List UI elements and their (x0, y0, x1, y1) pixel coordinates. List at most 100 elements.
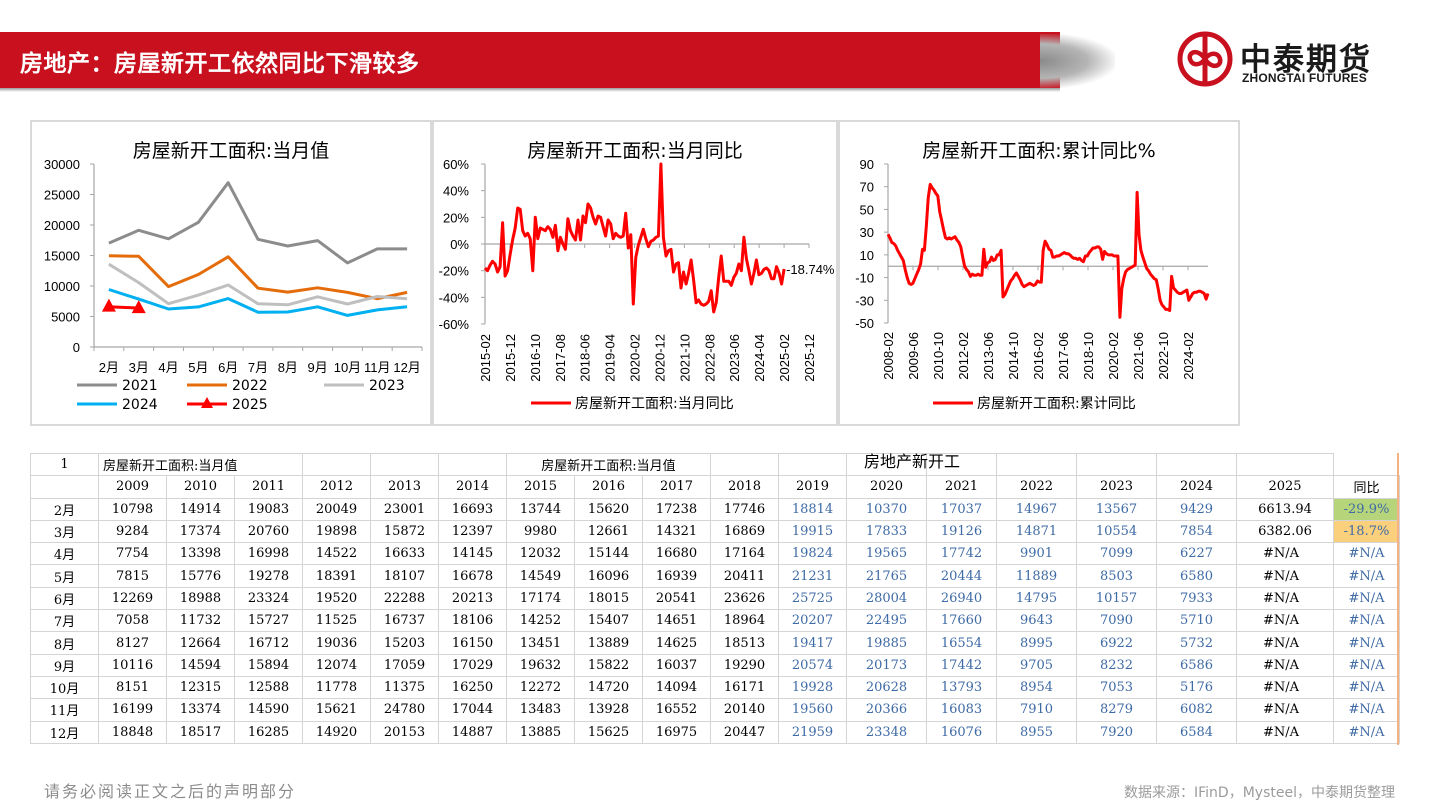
value-cell: 14967 (996, 497, 1077, 521)
value-cell: 14145 (438, 542, 507, 566)
month-label-cell: 5月 (30, 564, 99, 588)
x-tick-label: 2020-12 (652, 334, 667, 382)
value-cell: #N/A (1236, 542, 1334, 566)
disclaimer-text: 请务必阅读正文之后的声明部分 (44, 782, 297, 801)
x-tick-label: 2012-02 (956, 332, 971, 380)
value-cell: 9705 (996, 653, 1077, 677)
triangle-marker (101, 298, 116, 312)
last-value-annotation: -18.74% (786, 262, 835, 277)
value-cell: 20153 (370, 720, 439, 744)
value-cell: 13928 (574, 698, 643, 722)
x-tick-label: 2022-08 (702, 334, 717, 382)
chart-panel-monthly-yoy: 房屋新开工面积:当月同比 -60% -40% -20% 0% 20% 40% 60% 2015… (432, 120, 838, 426)
value-cell: 9980 (506, 519, 575, 544)
value-cell: 19885 (846, 631, 927, 655)
value-cell: 13744 (506, 497, 575, 521)
value-cell: 21231 (778, 564, 847, 588)
series-line-2021 (108, 181, 408, 265)
value-cell: 22495 (846, 609, 927, 633)
table-empty-cell (1236, 452, 1334, 477)
value-cell: 10157 (1076, 586, 1157, 611)
table-empty-cell (438, 452, 507, 477)
x-tick-label: 2013-06 (981, 332, 996, 380)
value-cell: 8955 (996, 720, 1077, 744)
table-group-header-row: 1 房屋新开工面积:当月值 房屋新开工面积:当月值 (30, 452, 1400, 477)
x-tick-label: 2023-06 (727, 334, 742, 382)
y-tick-label: 20000 (44, 218, 80, 233)
value-cell: 20411 (710, 564, 779, 588)
value-cell: 19417 (778, 631, 847, 655)
value-cell: 12397 (438, 519, 507, 544)
value-cell: 17833 (846, 519, 927, 544)
yoy-cell: #N/A (1333, 675, 1400, 700)
year-header-cell: 2018 (710, 475, 779, 499)
table-corner-cell: 1 (30, 452, 99, 477)
table-row: 11月 16199 13374 14590 15621 24780 17044 13483 13… (30, 698, 1400, 722)
value-cell: 16171 (710, 675, 779, 700)
value-cell: 21765 (846, 564, 927, 588)
value-cell: 16680 (642, 542, 711, 566)
table-year-header-row: 2009 2010 2011 2012 2013 2014 2015 2016 2017 2018… (30, 475, 1400, 499)
value-cell: 17660 (926, 609, 997, 633)
x-tick-label: 2010-10 (931, 332, 946, 380)
cumulative-yoy-series-line (886, 182, 1210, 319)
value-cell: 7920 (1076, 720, 1157, 744)
value-cell: 19565 (846, 542, 927, 566)
value-cell: 15144 (574, 542, 643, 566)
year-header-cell: 2022 (996, 475, 1077, 499)
year-header-cell: 2013 (370, 475, 439, 499)
x-tick-label: 11月 (364, 360, 391, 375)
value-cell: 14094 (642, 675, 711, 700)
month-label-cell: 7月 (30, 609, 99, 633)
value-cell: 14522 (302, 542, 371, 566)
x-tick-label: 2015-02 (478, 334, 493, 382)
series-line-2025 (108, 305, 139, 310)
monthly-value-line-chart: 0 5000 10000 15000 20000 25000 30000 2月 3月 4月 5月 6月… (44, 157, 423, 413)
value-cell: 8127 (98, 631, 167, 655)
x-tick-label: 10月 (334, 360, 361, 375)
value-cell: 16096 (574, 564, 643, 588)
year-header-cell: 2021 (926, 475, 997, 499)
value-cell: 17037 (926, 497, 997, 521)
value-cell: 15894 (234, 653, 303, 677)
value-cell: 10370 (846, 497, 927, 521)
year-header-cell: 2009 (98, 475, 167, 499)
x-tick-label: 2018-10 (1081, 332, 1096, 380)
value-cell: 14920 (302, 720, 371, 744)
table-row: 2月 10798 14914 19083 20049 23001 16693 13744 156… (30, 497, 1400, 521)
x-tick-label: 2019-04 (603, 334, 618, 382)
value-cell: 18848 (98, 720, 167, 744)
value-cell: 25725 (778, 586, 847, 611)
legend-label: 2025 (232, 397, 268, 413)
value-cell: #N/A (1236, 675, 1334, 700)
value-cell: 16037 (642, 653, 711, 677)
value-cell: 13885 (506, 720, 575, 744)
table-row: 6月 12269 18988 23324 19520 22288 20213 17174 180… (30, 586, 1400, 611)
value-cell: 24780 (370, 698, 439, 722)
value-cell: 7910 (996, 698, 1077, 722)
value-cell: 19520 (302, 586, 371, 611)
value-cell: 8503 (1076, 564, 1157, 588)
x-tick-label: 2022-10 (1156, 332, 1171, 380)
value-cell: 8279 (1076, 698, 1157, 722)
value-cell: 26940 (926, 586, 997, 611)
value-cell: 13374 (166, 698, 235, 722)
value-cell: 11778 (302, 675, 371, 700)
value-cell: 6613.94 (1236, 497, 1334, 521)
value-cell: 5732 (1156, 631, 1237, 655)
value-cell: 6922 (1076, 631, 1157, 655)
value-cell: 16076 (926, 720, 997, 744)
value-cell: #N/A (1236, 720, 1334, 744)
triangle-marker (131, 300, 146, 314)
yoy-cell: -29.9% (1333, 497, 1400, 521)
monthly-yoy-line-chart: -60% -40% -20% 0% 20% 40% 60% 2015-02 2015-12 201… (439, 157, 835, 412)
value-cell: 18107 (370, 564, 439, 588)
value-cell: #N/A (1236, 564, 1334, 588)
value-cell: 10554 (1076, 519, 1157, 544)
value-cell: 14590 (234, 698, 303, 722)
yoy-header-cell: 同比 (1333, 475, 1400, 499)
value-cell: 19126 (926, 519, 997, 544)
month-label-cell: 8月 (30, 631, 99, 655)
x-tick-label: 2017-08 (553, 334, 568, 382)
value-cell: 19290 (710, 653, 779, 677)
